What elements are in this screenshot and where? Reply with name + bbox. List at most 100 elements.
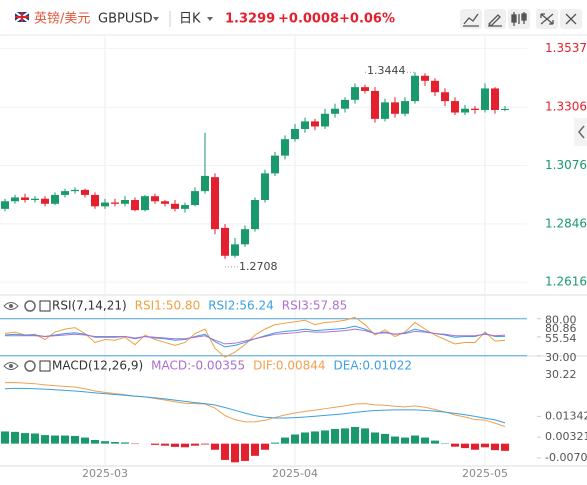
candle-body	[71, 189, 79, 192]
change: +0.0008	[278, 12, 339, 27]
indicator-title: MACD(12,26,9)	[52, 359, 143, 373]
y-tick-label: 0.00321	[545, 430, 587, 443]
legend-entry: DIF:0.00844	[253, 359, 325, 373]
candle-body	[301, 121, 309, 129]
macd-bar	[41, 435, 49, 444]
candle-body	[11, 197, 19, 202]
candle-type-button[interactable]	[508, 9, 530, 29]
macd-bar	[461, 443, 469, 449]
close-button[interactable]	[560, 9, 582, 29]
checkbox-icon	[39, 300, 51, 312]
price: 1.3299	[225, 12, 275, 27]
candle-body	[191, 191, 199, 206]
candle-body	[441, 92, 449, 102]
macd-bar	[201, 443, 209, 445]
candle-body	[131, 199, 139, 211]
settings-icon[interactable]	[24, 300, 36, 312]
macd-bar	[221, 443, 229, 460]
visibility-icon[interactable]	[3, 362, 19, 370]
candle-body	[291, 128, 299, 140]
macd-bar	[71, 435, 79, 444]
fullscreen-button[interactable]	[536, 9, 558, 29]
macd-bar	[311, 431, 319, 444]
macd-bar	[171, 443, 179, 447]
y-tick-label: 1.3076	[545, 158, 587, 172]
rsi-line	[4, 316, 506, 358]
draw-button[interactable]	[484, 9, 506, 29]
candle-body	[451, 101, 459, 113]
macd-bar	[451, 443, 459, 447]
candle-body	[371, 90, 379, 119]
legend-entry: MACD:-0.00355	[151, 359, 245, 373]
candle-body	[151, 196, 159, 202]
settings-icon[interactable]	[24, 360, 36, 372]
candle-body	[51, 194, 59, 204]
candle-body	[211, 177, 219, 230]
x-tick-label: 2025-03	[82, 467, 128, 480]
macd-bar	[51, 435, 59, 444]
checkbox-icon	[39, 360, 51, 372]
macd-bar	[341, 428, 349, 444]
x-tick-label: 2025-04	[272, 467, 318, 480]
range-label: 30.22	[545, 368, 577, 381]
macd-bar	[31, 433, 39, 444]
y-tick-label: 1.3306	[545, 100, 587, 114]
candle-body	[331, 108, 339, 114]
candle-body	[241, 229, 249, 245]
change-pct: +0.06%	[339, 12, 395, 27]
macd-bar	[351, 426, 359, 444]
candle-body	[271, 155, 279, 174]
legend-entry: DEA:0.01022	[334, 359, 413, 373]
side-arrow[interactable]	[574, 118, 587, 146]
macd-bar	[501, 443, 509, 451]
candle-body	[41, 198, 49, 204]
x-tick-label: 2025-05	[462, 467, 508, 480]
range-label: 80.86	[545, 322, 577, 335]
symbol[interactable]: GBPUSD	[98, 12, 153, 27]
macd-bar	[161, 443, 169, 446]
macd-bar	[231, 443, 239, 463]
macd-bar	[381, 433, 389, 444]
candle-body	[491, 88, 499, 110]
candle-body	[311, 121, 319, 127]
candle-body	[81, 189, 89, 195]
y-tick-label: 55.54	[545, 332, 577, 345]
dropdown-arrow[interactable]	[207, 17, 213, 21]
candle-body	[431, 80, 439, 93]
indicator-button[interactable]	[460, 9, 482, 29]
symbol-cn[interactable]: 英镑/美元	[34, 11, 90, 27]
visibility-icon[interactable]	[3, 302, 19, 310]
macd-bar	[281, 437, 289, 444]
macd-bar	[11, 431, 19, 444]
macd-bar	[81, 437, 89, 444]
y-tick-label: 1.2616	[545, 275, 587, 289]
macd-bar	[151, 443, 159, 445]
candle-body	[391, 102, 399, 114]
macd-bar	[21, 433, 29, 444]
dropdown-arrow[interactable]	[153, 17, 159, 21]
indicator-title: RSI(7,14,21)	[52, 299, 127, 313]
y-tick-label: 1.3537	[545, 41, 587, 55]
macd-bar	[241, 443, 249, 461]
macd-line	[4, 381, 506, 427]
candle-body	[221, 227, 229, 256]
visibility-icon	[9, 304, 13, 308]
candle-body	[251, 199, 259, 230]
period[interactable]: 日K	[179, 12, 201, 27]
rsi-line	[5, 328, 506, 345]
candle-body	[231, 244, 239, 256]
candle-body	[341, 99, 349, 109]
candle-body	[121, 199, 129, 204]
candle-body	[501, 108, 509, 110]
y-tick-label: 30.00	[545, 351, 577, 364]
candle-body	[381, 102, 389, 119]
candle-body	[401, 101, 409, 114]
macd-line	[4, 387, 506, 424]
candle-body	[61, 191, 69, 195]
macd-bar	[321, 430, 329, 444]
y-tick-label: 0.01342	[545, 409, 587, 422]
candle-body	[161, 201, 169, 204]
visibility-icon	[9, 364, 13, 368]
low-label: 1.2708	[239, 260, 278, 273]
macd-bar	[331, 429, 339, 444]
